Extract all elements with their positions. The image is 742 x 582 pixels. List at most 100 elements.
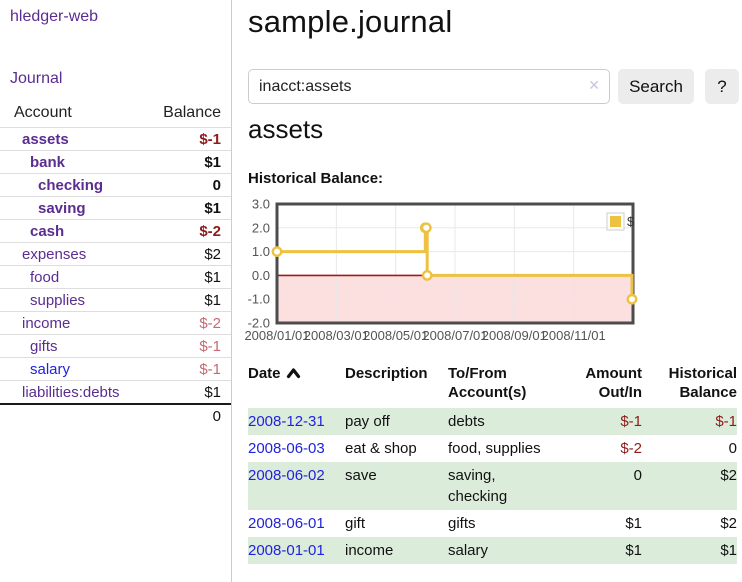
register-header-row: Date Description To/From Account(s) Amou… — [248, 362, 737, 408]
register-header-balance: Historical Balance — [668, 365, 737, 401]
account-link[interactable]: bank — [30, 154, 66, 171]
transaction-amount: $-2 — [620, 440, 642, 457]
transaction-description: pay off — [345, 413, 390, 430]
account-row: liabilities:debts $1 — [0, 380, 231, 404]
account-link[interactable]: saving — [38, 200, 86, 217]
transaction-amount: $1 — [625, 515, 642, 532]
register-row: 2008-06-03 eat & shop food, supplies $-2 0 — [248, 435, 737, 462]
main-content: sample.journal ✕ Search ? assets Histori… — [232, 0, 742, 582]
account-row: saving $1 — [0, 196, 231, 220]
account-balance: $-1 — [147, 127, 231, 151]
transaction-description: save — [345, 467, 377, 484]
transaction-date-link[interactable]: 2008-06-02 — [248, 467, 325, 484]
account-link[interactable]: supplies — [30, 292, 86, 309]
account-row: salary $-1 — [0, 357, 231, 381]
account-row: checking 0 — [0, 173, 231, 197]
sidebar-item-journal[interactable]: Journal — [10, 70, 63, 87]
account-link[interactable]: liabilities:debts — [22, 384, 120, 401]
transaction-description: eat & shop — [345, 440, 417, 457]
account-balance: 0 — [147, 173, 231, 197]
svg-text:2008/03/01: 2008/03/01 — [304, 328, 369, 343]
svg-text:2008/09/01: 2008/09/01 — [482, 328, 547, 343]
transaction-balance: $1 — [720, 542, 737, 559]
transaction-description: income — [345, 542, 394, 559]
accounts-table: Account Balance assets $-1 bank $1 checking 0… — [0, 100, 231, 428]
transaction-balance: $-1 — [715, 413, 737, 430]
transaction-date-link[interactable]: 2008-06-03 — [248, 440, 325, 457]
account-heading: assets — [248, 114, 324, 144]
svg-text:2.0: 2.0 — [252, 220, 270, 235]
svg-text:0.0: 0.0 — [252, 268, 270, 283]
app-brand-link[interactable]: hledger-web — [10, 8, 99, 25]
search-button[interactable]: Search — [618, 69, 694, 104]
account-row: income $-2 — [0, 311, 231, 335]
register-header-date: Date — [248, 362, 345, 408]
transaction-amount: 0 — [633, 467, 642, 484]
register-row: 2008-12-31 pay off debts $-1 $-1 — [248, 408, 737, 435]
svg-text:-1.0: -1.0 — [248, 292, 270, 307]
svg-text:-2.0: -2.0 — [248, 316, 270, 331]
historical-balance-chart: 3.0 2.0 1.0 0.0 -1.0 -2.02008/01/012008/03/01… — [244, 198, 638, 343]
svg-text:$: $ — [627, 214, 635, 229]
account-row: cash $-2 — [0, 219, 231, 243]
account-link[interactable]: checking — [38, 177, 104, 194]
svg-text:2008/05/01: 2008/05/01 — [363, 328, 428, 343]
account-link[interactable]: income — [22, 315, 71, 332]
transaction-date-link[interactable]: 2008-12-31 — [248, 413, 325, 430]
account-link[interactable]: assets — [22, 131, 69, 148]
account-balance: $-2 — [147, 311, 231, 335]
account-link[interactable]: expenses — [22, 246, 87, 263]
transaction-balance: 0 — [728, 440, 737, 457]
account-balance: $1 — [147, 150, 231, 174]
transaction-accounts: food, supplies — [448, 440, 541, 457]
account-balance: $-1 — [147, 357, 231, 381]
account-balance: $1 — [147, 265, 231, 289]
account-balance: $-2 — [147, 219, 231, 243]
register-row: 2008-06-02 save saving, checking 0 $2 — [248, 462, 737, 510]
search-bar: ✕ Search ? — [248, 69, 739, 104]
register-row: 2008-06-01 gift gifts $1 $2 — [248, 510, 737, 537]
transaction-accounts: saving, checking — [448, 467, 508, 505]
accounts-header-account: Account — [14, 104, 72, 121]
account-row: gifts $-1 — [0, 334, 231, 358]
svg-text:1.0: 1.0 — [252, 244, 270, 259]
sort-asc-icon — [286, 368, 300, 379]
transaction-amount: $-1 — [620, 413, 642, 430]
help-button[interactable]: ? — [705, 69, 739, 104]
account-link[interactable]: food — [30, 269, 60, 286]
account-row: food $1 — [0, 265, 231, 289]
account-row: expenses $2 — [0, 242, 231, 266]
search-input[interactable] — [248, 69, 610, 104]
accounts-total-row: 0 — [0, 403, 231, 428]
transaction-balance: $2 — [720, 467, 737, 484]
spacer — [0, 403, 148, 428]
account-link[interactable]: salary — [30, 361, 71, 378]
register-header-amount: Amount Out/In — [585, 365, 642, 401]
transaction-accounts: salary — [448, 542, 489, 559]
svg-text:2008/07/01: 2008/07/01 — [422, 328, 487, 343]
account-link[interactable]: cash — [30, 223, 65, 240]
svg-text:2008/11/01: 2008/11/01 — [542, 328, 606, 343]
account-row: bank $1 — [0, 150, 231, 174]
transaction-date-link[interactable]: 2008-06-01 — [248, 515, 325, 532]
account-balance: $2 — [147, 242, 231, 266]
account-balance: $-1 — [147, 334, 231, 358]
search-input-wrap: ✕ — [248, 69, 610, 104]
svg-text:3.0: 3.0 — [252, 198, 270, 212]
clear-search-icon[interactable]: ✕ — [588, 77, 600, 93]
transaction-description: gift — [345, 515, 366, 532]
account-balance: $1 — [147, 196, 231, 220]
page-title: sample.journal — [248, 4, 453, 39]
register-header-date-label: Date — [248, 365, 281, 382]
transaction-date-link[interactable]: 2008-01-01 — [248, 542, 325, 559]
accounts-header-balance: Balance — [163, 104, 221, 121]
accounts-total-value: 0 — [147, 403, 231, 428]
register-row: 2008-01-01 income salary $1 $1 — [248, 537, 737, 564]
transaction-amount: $1 — [625, 542, 642, 559]
transaction-accounts: gifts — [448, 515, 476, 532]
account-balance: $1 — [147, 288, 231, 312]
register-header-description: Description — [345, 365, 428, 382]
account-link[interactable]: gifts — [30, 338, 58, 355]
transaction-accounts: debts — [448, 413, 485, 430]
